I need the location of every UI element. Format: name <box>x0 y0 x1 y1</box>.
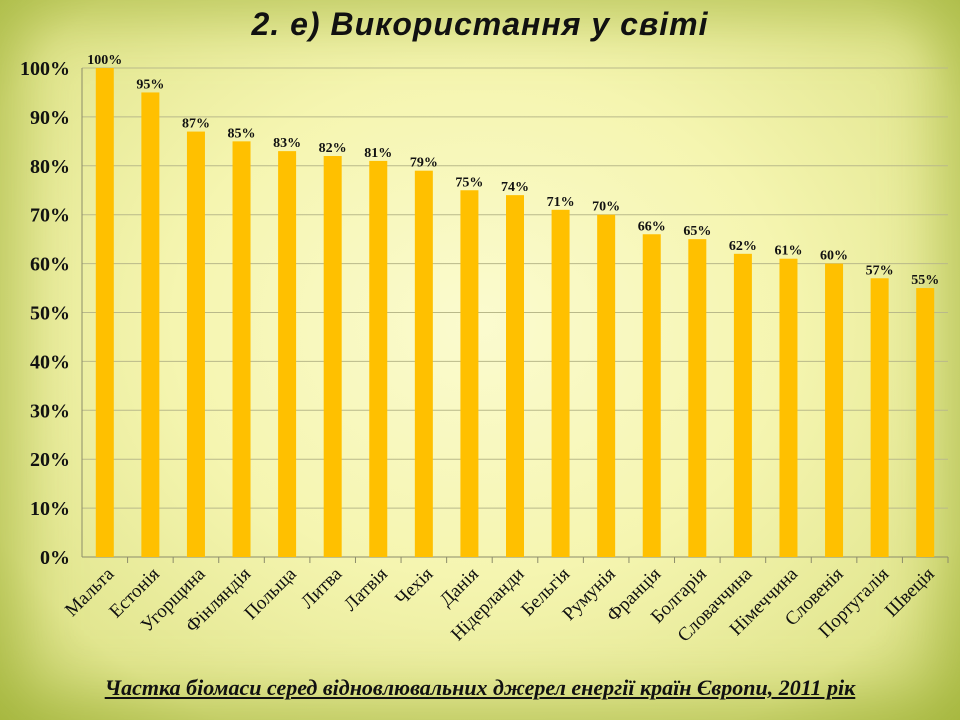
bar <box>688 239 707 557</box>
bar <box>733 253 752 557</box>
bar <box>323 156 342 557</box>
bar <box>597 214 616 557</box>
data-label: 55% <box>911 273 939 288</box>
data-label: 61% <box>774 244 802 259</box>
bar <box>916 288 935 557</box>
y-tick-label: 30% <box>30 400 70 422</box>
data-label: 57% <box>866 263 894 278</box>
bar <box>95 68 114 557</box>
bar <box>825 263 844 557</box>
data-label: 79% <box>410 156 438 171</box>
data-label: 62% <box>729 239 757 254</box>
data-label: 71% <box>547 195 575 210</box>
y-tick-label: 80% <box>30 156 70 178</box>
data-label: 95% <box>136 77 164 92</box>
bar <box>141 92 160 557</box>
data-label: 85% <box>228 126 256 141</box>
data-label: 66% <box>638 219 666 234</box>
bar <box>460 190 479 557</box>
x-tick-label: Польща <box>240 563 301 624</box>
data-label: 70% <box>592 200 620 215</box>
data-label: 82% <box>319 141 347 156</box>
data-label: 81% <box>364 146 392 161</box>
y-tick-label: 70% <box>30 205 70 227</box>
x-tick-label: Литва <box>297 563 347 613</box>
bar <box>232 141 251 557</box>
y-tick-label: 10% <box>30 498 70 520</box>
x-tick-label: Швеція <box>881 564 939 622</box>
data-label: 74% <box>501 180 529 195</box>
bar <box>369 160 388 557</box>
data-label: 83% <box>273 136 301 151</box>
bar <box>506 195 524 557</box>
bar <box>414 170 433 557</box>
chart-caption: Частка біомаси серед відновлювальних дже… <box>104 675 856 700</box>
data-label: 100% <box>87 53 122 68</box>
bar <box>870 278 889 557</box>
bar <box>186 131 205 557</box>
y-tick-label: 60% <box>30 254 70 276</box>
bar <box>779 258 798 557</box>
y-tick-label: 20% <box>30 449 70 471</box>
y-tick-label: 0% <box>40 547 70 569</box>
y-tick-label: 100% <box>20 58 70 80</box>
data-label: 60% <box>820 249 848 264</box>
slide-title: 2. е) Використання у світі <box>251 6 709 42</box>
x-tick-label: Латвія <box>340 564 392 616</box>
data-label: 65% <box>683 224 711 239</box>
x-tick-label: Чехія <box>391 564 437 610</box>
data-label: 87% <box>182 117 210 132</box>
y-tick-label: 50% <box>30 303 70 325</box>
bar <box>551 209 570 557</box>
data-label: 75% <box>455 175 483 190</box>
bar <box>642 234 661 557</box>
bar <box>278 151 297 557</box>
y-tick-label: 90% <box>30 107 70 129</box>
y-tick-label: 40% <box>30 351 70 373</box>
